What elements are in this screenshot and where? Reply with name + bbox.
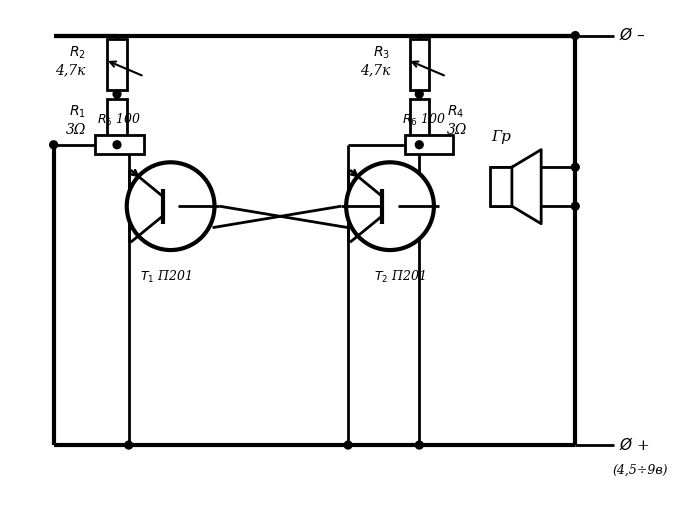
Text: $R_3$
4,7к: $R_3$ 4,7к xyxy=(360,44,390,77)
Circle shape xyxy=(571,164,579,172)
Bar xyxy=(95,136,144,155)
Text: $T_1$ П201: $T_1$ П201 xyxy=(140,268,192,284)
Circle shape xyxy=(127,163,214,250)
Circle shape xyxy=(125,441,132,449)
Circle shape xyxy=(571,203,579,211)
Circle shape xyxy=(571,32,579,40)
Text: $R_6$ 100: $R_6$ 100 xyxy=(402,112,446,128)
Text: (4,5÷9в): (4,5÷9в) xyxy=(612,463,668,476)
Circle shape xyxy=(344,441,352,449)
Circle shape xyxy=(415,441,423,449)
Polygon shape xyxy=(512,150,541,224)
Text: $R_4$
3Ω: $R_4$ 3Ω xyxy=(447,104,467,136)
Text: $R_2$
4,7к: $R_2$ 4,7к xyxy=(55,44,86,77)
Bar xyxy=(410,99,429,140)
Circle shape xyxy=(415,141,423,149)
Bar xyxy=(107,99,127,140)
Circle shape xyxy=(346,163,434,250)
Bar xyxy=(491,168,512,207)
Bar xyxy=(410,40,429,91)
Bar xyxy=(405,136,454,155)
Text: $T_2$ П201: $T_2$ П201 xyxy=(374,268,426,284)
Bar xyxy=(107,40,127,91)
Circle shape xyxy=(415,91,423,99)
Circle shape xyxy=(113,141,121,149)
Text: $R_1$
3Ω: $R_1$ 3Ω xyxy=(66,104,86,136)
Text: $Ø$ +: $Ø$ + xyxy=(619,435,650,451)
Text: $Ø$ –: $Ø$ – xyxy=(619,26,646,43)
Circle shape xyxy=(50,141,57,149)
Text: $R_5$ 100: $R_5$ 100 xyxy=(97,112,141,128)
Circle shape xyxy=(113,91,121,99)
Text: Гр: Гр xyxy=(491,130,511,143)
